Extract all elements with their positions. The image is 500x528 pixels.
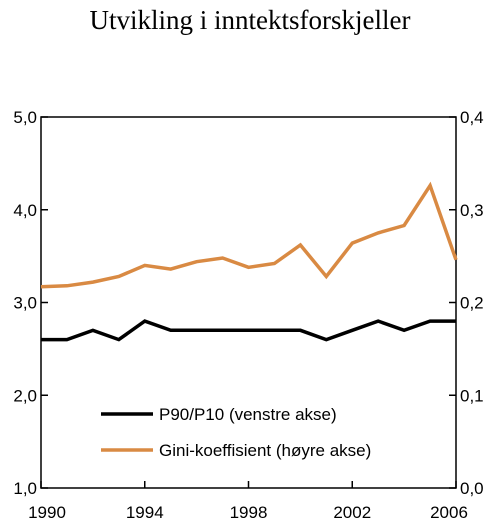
right-y-tick-label: 0,2: [460, 294, 484, 313]
right-y-tick-label: 0,0: [460, 479, 484, 498]
right-y-tick-label: 0,4: [460, 108, 484, 127]
legend-label-p90-p10: P90/P10 (venstre akse): [159, 405, 337, 424]
series-lines: [40, 181, 458, 342]
x-tick-label: 2006: [430, 503, 468, 522]
x-tick-label: 1998: [230, 503, 268, 522]
x-tick-label: 1994: [126, 503, 164, 522]
right-y-tick-label: 0,1: [460, 386, 484, 405]
axis-ticks: 1,0 2,0 3,0 4,0 5,0 0,0 0,1 0,2 0,3 0,4 1990 1994 19…: [13, 108, 483, 522]
series-line-p90-p10: [41, 319, 456, 342]
left-y-tick-label: 1,0: [13, 479, 37, 498]
x-tick-label: 1990: [28, 503, 66, 522]
left-y-tick-label: 2,0: [13, 386, 37, 405]
right-y-tick-label: 0,3: [460, 201, 484, 220]
left-y-tick-label: 4,0: [13, 201, 37, 220]
legend: P90/P10 (venstre akse) Gini-koeffisient …: [101, 405, 371, 460]
plot-area: [40, 116, 457, 489]
left-y-tick-label: 3,0: [13, 294, 37, 313]
left-y-tick-label: 5,0: [13, 108, 37, 127]
plot-frame: [40, 116, 457, 489]
series-line-gini: [40, 181, 458, 289]
chart-title: Utvikling i inntektsforskjeller: [90, 5, 411, 35]
x-tick-label: 2002: [333, 503, 371, 522]
legend-label-gini: Gini-koeffisient (høyre akse): [159, 441, 371, 460]
